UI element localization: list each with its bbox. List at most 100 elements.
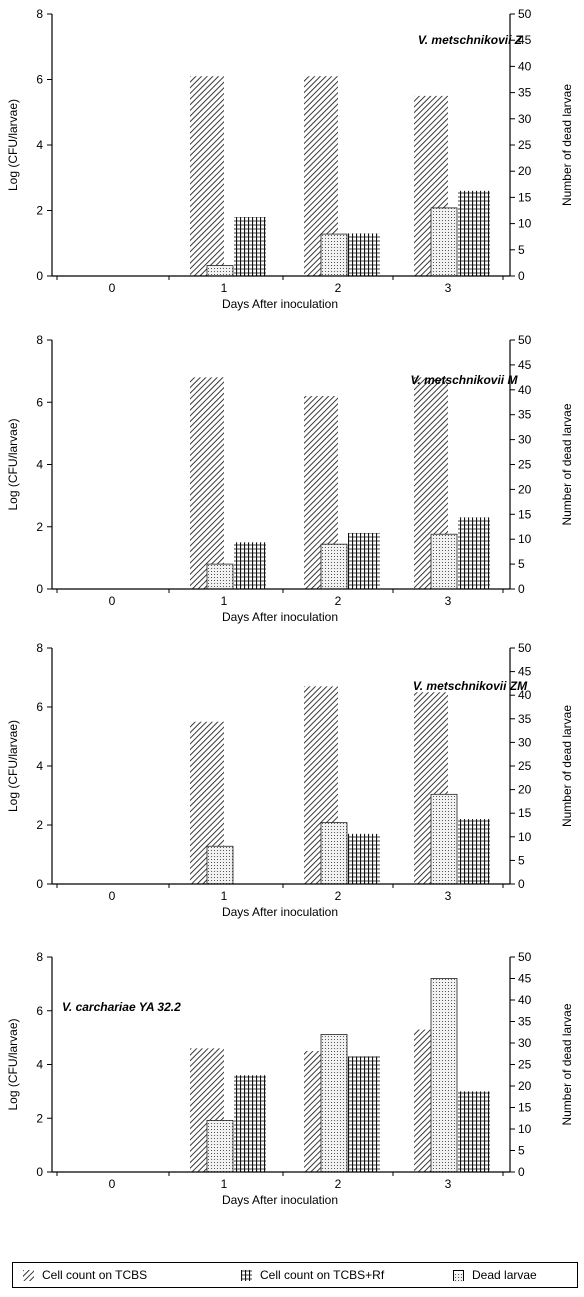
right-tick-label: 5 (518, 243, 525, 257)
legend-label-tcbs: Cell count on TCBS (42, 1268, 148, 1282)
right-tick-label: 5 (518, 557, 525, 571)
right-tick-label: 0 (518, 582, 525, 596)
legend-swatch-tcbs (23, 1269, 34, 1281)
x-tick-label: 2 (335, 594, 342, 608)
right-tick-label: 45 (518, 33, 532, 47)
bar-tcbs-rf-day-1 (234, 217, 266, 276)
chart-title: V. metschnikovii ZM (413, 679, 528, 693)
bar-dead-larvae-day-1 (206, 1120, 234, 1173)
y2-axis-label: Number of dead larvae (560, 403, 574, 525)
left-tick-label: 6 (36, 1004, 43, 1018)
legend-item-tcbs: Cell count on TCBS (23, 1268, 147, 1282)
right-tick-label: 50 (518, 950, 532, 964)
left-tick-label: 8 (36, 950, 43, 964)
right-tick-label: 35 (518, 408, 532, 422)
legend: Cell count on TCBS Cell count on TCBS+Rf… (12, 1262, 578, 1288)
right-tick-label: 40 (518, 993, 532, 1007)
bar-tcbs-rf-day-1 (234, 542, 266, 589)
left-tick-label: 8 (36, 333, 43, 347)
x-tick-label: 0 (109, 281, 116, 295)
bar-tcbs-day-1 (190, 377, 224, 589)
chart-panel: 0 2 4 6 8 0 5 10 15 20 25 30 35 40 45 50 0 1 2 3 Days After … (6, 333, 574, 624)
left-tick-label: 2 (36, 520, 43, 534)
legend-label-dead-larvae: Dead larvae (472, 1268, 537, 1282)
left-tick-label: 8 (36, 641, 43, 655)
right-tick-label: 10 (518, 532, 532, 546)
right-tick-label: 40 (518, 383, 532, 397)
right-tick-label: 25 (518, 458, 532, 472)
left-tick-label: 4 (36, 458, 43, 472)
x-tick-label: 3 (445, 1177, 452, 1191)
x-tick-label: 0 (109, 1177, 116, 1191)
y-axis-label: Log (CFU/larvae) (6, 418, 20, 510)
bar-dead-larvae-day-1 (206, 265, 234, 277)
bar-tcbs-rf-day-3 (458, 1091, 490, 1172)
chart-panel: 0 2 4 6 8 0 5 10 15 20 25 30 35 40 45 50 0 1 2 3 Days After … (6, 7, 574, 311)
left-tick-label: 0 (36, 582, 43, 596)
x-axis-label: Days After inoculation (222, 610, 338, 624)
left-tick-label: 2 (36, 818, 43, 832)
bar-tcbs-rf-day-2 (348, 233, 380, 276)
right-tick-label: 45 (518, 972, 532, 986)
bar-dead-larvae-day-1 (206, 563, 234, 590)
legend-swatch-tcbs-rf (241, 1269, 252, 1281)
chart-title: V. metschnikovii M (411, 373, 519, 387)
bar-tcbs-rf-day-2 (348, 1056, 380, 1172)
bar-dead-larvae-day-3 (430, 533, 458, 590)
right-tick-label: 0 (518, 877, 525, 891)
right-tick-label: 50 (518, 333, 532, 347)
right-tick-label: 25 (518, 1058, 532, 1072)
x-tick-label: 1 (221, 281, 228, 295)
x-axis-label: Days After inoculation (222, 1193, 338, 1207)
left-tick-label: 0 (36, 877, 43, 891)
x-axis-label: Days After inoculation (222, 297, 338, 311)
x-tick-label: 1 (221, 594, 228, 608)
y-axis-label: Log (CFU/larvae) (6, 720, 20, 812)
right-tick-label: 15 (518, 190, 532, 204)
bar-dead-larvae-day-2 (320, 822, 348, 885)
right-tick-label: 20 (518, 783, 532, 797)
left-tick-label: 4 (36, 138, 43, 152)
bar-tcbs-rf-day-3 (458, 190, 490, 276)
left-tick-label: 8 (36, 7, 43, 21)
bar-dead-larvae-day-3 (430, 978, 458, 1173)
x-tick-label: 3 (445, 281, 452, 295)
x-tick-label: 2 (335, 1177, 342, 1191)
x-axis-label: Days After inoculation (222, 905, 338, 919)
right-tick-label: 0 (518, 1165, 525, 1179)
right-tick-label: 25 (518, 759, 532, 773)
right-tick-label: 50 (518, 641, 532, 655)
right-tick-label: 20 (518, 482, 532, 496)
legend-swatch-dead-larvae (453, 1269, 464, 1282)
bar-dead-larvae-day-3 (430, 793, 458, 885)
right-tick-label: 30 (518, 735, 532, 749)
y2-axis-label: Number of dead larvae (560, 1003, 574, 1125)
right-tick-label: 45 (518, 665, 532, 679)
bar-tcbs-rf-day-2 (348, 833, 380, 884)
x-tick-label: 0 (109, 594, 116, 608)
bar-dead-larvae-day-1 (206, 845, 234, 885)
y2-axis-label: Number of dead larvae (560, 84, 574, 206)
x-tick-label: 2 (335, 889, 342, 903)
left-tick-label: 0 (36, 269, 43, 283)
y2-axis-label: Number of dead larvae (560, 705, 574, 827)
bar-tcbs-rf-day-3 (458, 819, 490, 884)
bar-dead-larvae-day-3 (430, 207, 458, 277)
legend-item-tcbs-rf: Cell count on TCBS+Rf (241, 1268, 384, 1282)
left-tick-label: 6 (36, 395, 43, 409)
x-tick-label: 2 (335, 281, 342, 295)
left-tick-label: 0 (36, 1165, 43, 1179)
left-tick-label: 2 (36, 1111, 43, 1125)
right-tick-label: 0 (518, 269, 525, 283)
right-tick-label: 35 (518, 86, 532, 100)
right-tick-label: 5 (518, 853, 525, 867)
bar-dead-larvae-day-2 (320, 1034, 348, 1173)
x-tick-label: 0 (109, 889, 116, 903)
chart-title: V. metschnikovii Z (418, 33, 523, 47)
chart-panel: 0 2 4 6 8 0 5 10 15 20 25 30 35 40 45 50 0 1 2 3 Days After … (6, 950, 574, 1207)
left-tick-label: 6 (36, 73, 43, 87)
right-tick-label: 40 (518, 688, 532, 702)
y-axis-label: Log (CFU/larvae) (6, 99, 20, 191)
left-tick-label: 4 (36, 1058, 43, 1072)
